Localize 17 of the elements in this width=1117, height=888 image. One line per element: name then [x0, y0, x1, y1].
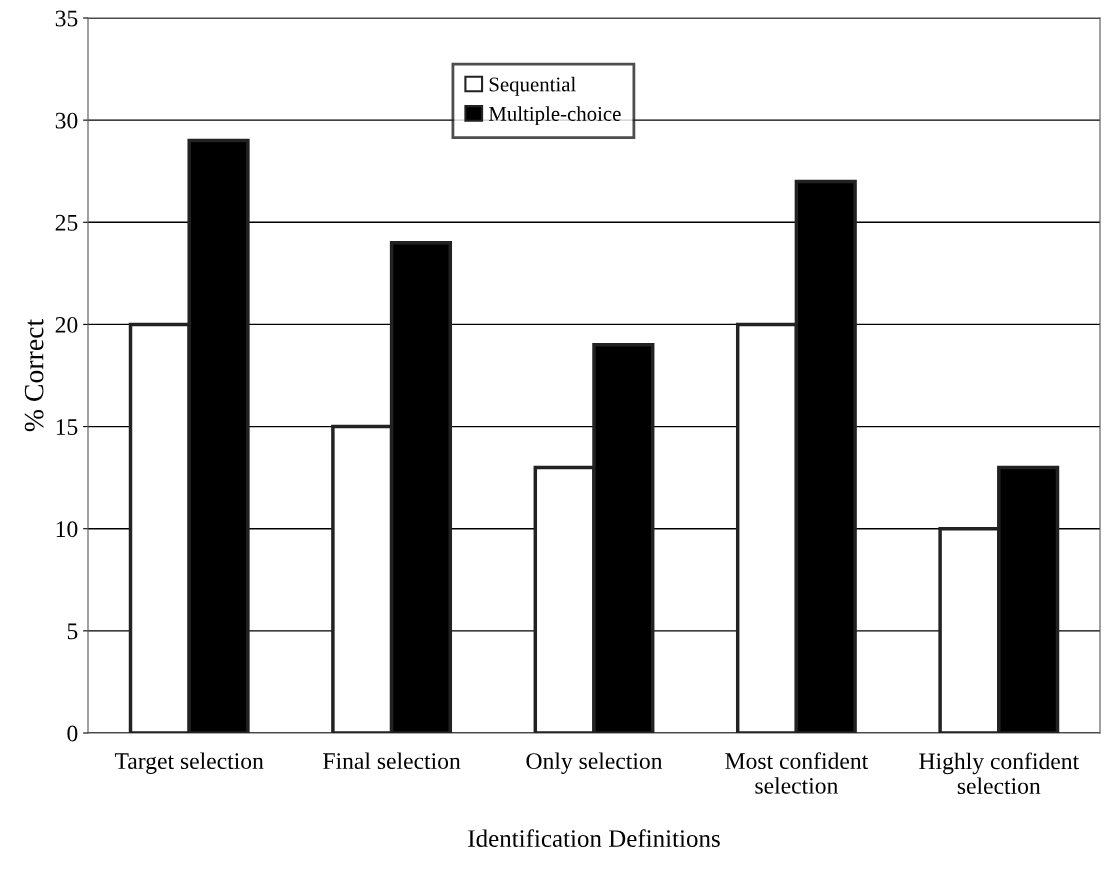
x-tick-label: Target selection — [114, 752, 264, 774]
x-tick-label: Highly confident selection — [919, 752, 1079, 795]
y-tick-label: 15 — [56, 419, 78, 435]
x-tick-label: Only selection — [526, 752, 663, 774]
y-tick-label: 5 — [67, 623, 78, 640]
y-axis-title: % Correct — [24, 318, 44, 432]
y-tick-label: 35 — [55, 10, 78, 27]
legend-label: Sequential — [489, 76, 576, 96]
y-tick-label: 10 — [56, 521, 78, 538]
y-tick-label: 30 — [55, 112, 78, 129]
y-tick-label: 25 — [55, 214, 78, 231]
x-axis-title: Identification Definitions — [468, 829, 720, 847]
y-tick-label: 20 — [55, 316, 78, 333]
x-tick-label: Final selection — [323, 752, 461, 770]
y-tick-label: 0 — [67, 725, 78, 742]
x-tick-label: Most confident selection — [725, 752, 869, 794]
legend-label: Multiple-choice — [488, 106, 621, 126]
